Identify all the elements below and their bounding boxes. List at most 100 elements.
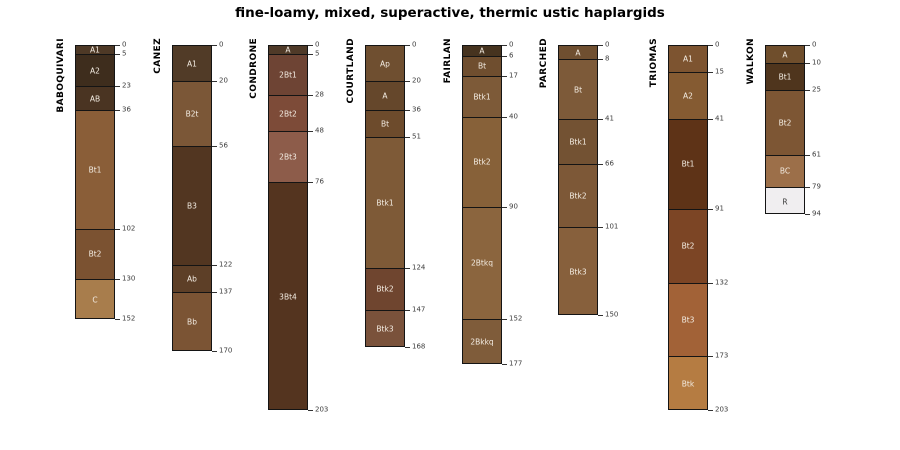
horizon-label: A2 xyxy=(90,65,100,75)
depth-tick xyxy=(405,309,410,311)
depth-label: 91 xyxy=(715,204,724,213)
horizon-label: A xyxy=(382,91,388,101)
depth-tick xyxy=(212,264,217,266)
series-name-label: WALKON xyxy=(746,38,756,85)
soil-horizon: A xyxy=(463,46,501,57)
depth-tick xyxy=(115,109,120,111)
horizon-label: 2Bt3 xyxy=(279,152,297,162)
depth-label: 0 xyxy=(509,40,514,49)
depth-label: 41 xyxy=(605,114,614,123)
depth-tick xyxy=(598,226,603,228)
soil-horizon: Btk xyxy=(669,357,707,410)
depth-tick xyxy=(598,163,603,165)
depth-label: 0 xyxy=(219,40,224,49)
depth-tick xyxy=(115,45,120,46)
depth-label: 90 xyxy=(509,202,518,211)
horizon-label: A1 xyxy=(187,58,197,68)
depth-label: 5 xyxy=(122,49,127,58)
depth-label: 168 xyxy=(412,342,426,351)
depth-tick xyxy=(805,90,810,91)
soil-profile: A Bt Btk1 Btk2 Btk3 xyxy=(558,45,598,315)
soil-horizon: Btk2 xyxy=(366,269,404,311)
horizon-label: BC xyxy=(779,166,791,176)
depth-label: 36 xyxy=(122,105,131,114)
soil-horizon: Btk1 xyxy=(366,137,404,270)
depth-tick xyxy=(708,282,713,284)
soil-horizon: Btk2 xyxy=(463,117,501,208)
soil-profile: A1 A2 AB Bt1 Bt2 C xyxy=(75,45,115,319)
soil-horizon: A xyxy=(269,46,307,55)
depth-tick xyxy=(805,187,810,189)
horizon-label: Btk1 xyxy=(473,92,491,102)
soil-profile: A1 A2 Bt1 Bt2 Bt3 Btk xyxy=(668,45,708,411)
soil-horizon: Bt xyxy=(559,60,597,120)
depth-label: 17 xyxy=(509,71,518,80)
depth-tick xyxy=(598,118,603,120)
depth-tick xyxy=(598,45,603,46)
depth-tick xyxy=(502,75,507,77)
soil-horizon: A1 xyxy=(669,46,707,73)
depth-label: 203 xyxy=(715,405,729,414)
soil-horizon: 2Bt3 xyxy=(269,132,307,183)
depth-tick xyxy=(502,45,507,46)
horizon-label: Btk3 xyxy=(376,324,394,334)
depth-tick xyxy=(115,86,120,88)
series-name-label: COURTLAND xyxy=(346,38,356,104)
depth-label: 101 xyxy=(605,222,619,231)
depth-tick xyxy=(502,55,507,57)
horizon-label: 2Btkq xyxy=(471,258,493,268)
depth-label: 61 xyxy=(812,150,821,159)
soil-horizon: Bb xyxy=(173,292,211,350)
depth-tick xyxy=(308,410,313,412)
horizon-label: A xyxy=(782,49,788,59)
soil-horizon: BC xyxy=(766,155,804,189)
depth-tick xyxy=(708,208,713,210)
soil-profile: A 2Bt1 2Bt2 2Bt3 3Bt4 xyxy=(268,45,308,411)
depth-label: 173 xyxy=(715,351,729,360)
depth-label: 0 xyxy=(715,40,720,49)
horizon-label: Btk2 xyxy=(569,191,587,201)
depth-label: 150 xyxy=(605,310,619,319)
depth-label: 36 xyxy=(412,105,421,114)
soil-horizon: 3Bt4 xyxy=(269,182,307,410)
soil-horizon: B3 xyxy=(173,146,211,266)
depth-label: 76 xyxy=(315,177,324,186)
depth-label: 152 xyxy=(509,314,523,323)
depth-tick xyxy=(308,131,313,133)
depth-tick xyxy=(708,410,713,412)
horizon-label: 2Bt1 xyxy=(279,70,297,80)
soil-horizon: Bt2 xyxy=(669,209,707,284)
horizon-label: Bt xyxy=(477,61,487,71)
depth-label: 5 xyxy=(315,49,320,58)
horizon-label: B2t xyxy=(185,109,199,119)
depth-tick xyxy=(212,291,217,293)
depth-tick xyxy=(212,351,217,352)
soil-horizon: Ab xyxy=(173,265,211,293)
soil-profile: A1 B2t B3 Ab Bb xyxy=(172,45,212,351)
horizon-label: 3Bt4 xyxy=(279,292,297,302)
soil-horizon: Btk3 xyxy=(559,227,597,314)
depth-label: 0 xyxy=(122,40,127,49)
horizon-label: Bt2 xyxy=(681,241,695,251)
depth-tick xyxy=(805,63,810,64)
depth-label: 40 xyxy=(509,112,518,121)
depth-label: 130 xyxy=(122,274,136,283)
series-name-label: CANEZ xyxy=(153,38,163,74)
depth-tick xyxy=(805,45,810,46)
series-name-label: PARCHED xyxy=(539,38,549,89)
horizon-label: Bt1 xyxy=(778,72,792,82)
depth-tick xyxy=(502,318,507,320)
depth-label: 132 xyxy=(715,278,729,287)
horizon-label: A1 xyxy=(683,54,693,64)
soil-horizon: Bt2 xyxy=(766,91,804,156)
depth-label: 124 xyxy=(412,263,426,272)
series-name-label: TRIOMAS xyxy=(649,38,659,88)
horizon-label: Btk xyxy=(681,379,695,389)
depth-label: 10 xyxy=(812,58,821,67)
horizon-label: Btk2 xyxy=(376,284,394,294)
soil-horizon: 2Btkq xyxy=(463,207,501,320)
depth-tick xyxy=(598,315,603,316)
depth-tick xyxy=(405,347,410,349)
soil-horizon: B2t xyxy=(173,82,211,147)
